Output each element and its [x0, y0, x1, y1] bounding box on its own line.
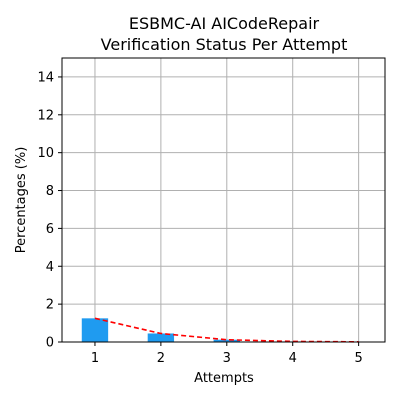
bar: [81, 318, 109, 342]
x-tick-label: 5: [354, 351, 362, 366]
x-axis-label: Attempts: [194, 371, 254, 386]
x-tick-label: 2: [157, 351, 165, 366]
plot-frame: [61, 57, 386, 343]
x-axis: 1 2 3 4 5: [91, 342, 363, 366]
y-axis: 0 2 4 6 8 10 12 14: [37, 70, 62, 351]
y-tick-label: 0: [46, 336, 54, 351]
x-tick-label: 4: [289, 351, 297, 366]
y-tick-label: 12: [37, 108, 54, 123]
y-axis-label: Percentages (%): [14, 147, 29, 254]
bar: [147, 333, 175, 342]
bar: [213, 339, 240, 342]
grid: [62, 58, 385, 343]
y-tick-label: 8: [46, 184, 54, 199]
x-tick-label: 3: [223, 351, 231, 366]
chart-title-line2: Verification Status Per Attempt: [101, 35, 348, 54]
y-tick-label: 2: [46, 298, 54, 313]
chart-title-line1: ESBMC-AI AICodeRepair: [129, 14, 320, 33]
y-tick-label: 10: [37, 146, 54, 161]
y-tick-label: 4: [46, 260, 54, 275]
y-tick-label: 14: [37, 70, 54, 85]
x-tick-label: 1: [91, 351, 99, 366]
y-tick-label: 6: [46, 222, 54, 237]
